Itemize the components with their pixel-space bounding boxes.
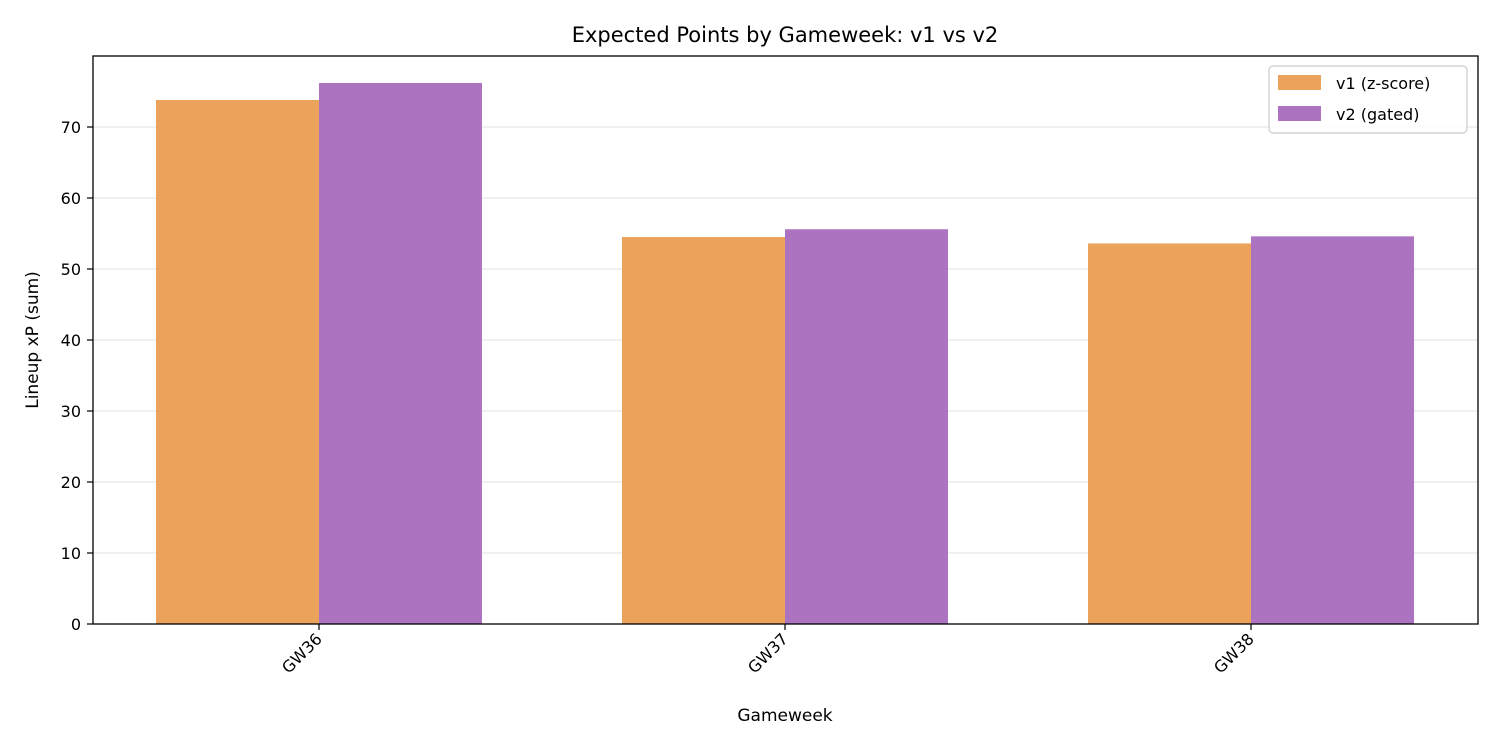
bar-v2-gw38: [1251, 236, 1414, 624]
bar-v2-gw36: [319, 82, 482, 625]
chart-title: Expected Points by Gameweek: v1 vs v2: [572, 23, 999, 47]
y-tick-label: 30: [61, 402, 81, 421]
y-axis: 0 10 20 30 40 50 60 70: [61, 118, 93, 634]
y-tick-label: 50: [61, 260, 81, 279]
legend-swatch-v2: [1278, 106, 1321, 121]
bars: [156, 82, 1414, 625]
x-axis-label: Gameweek: [737, 706, 832, 726]
bar-v1-gw36: [156, 100, 319, 624]
x-tick-label: GW38: [1210, 629, 1258, 677]
legend: v1 (z-score) v2 (gated): [1268, 65, 1468, 134]
legend-swatch-v1: [1278, 75, 1321, 90]
y-tick-label: 40: [61, 331, 81, 350]
x-axis: GW36 GW37 GW38: [278, 624, 1258, 677]
bar-v1-gw38: [1088, 243, 1251, 624]
legend-label-v2: v2 (gated): [1336, 105, 1419, 124]
y-tick-label: 0: [71, 615, 81, 634]
bar-v2-gw37: [785, 229, 948, 625]
y-tick-label: 10: [61, 544, 81, 563]
legend-label-v1: v1 (z-score): [1336, 74, 1430, 93]
y-tick-label: 60: [61, 189, 81, 208]
x-tick-label: GW37: [744, 629, 792, 677]
x-tick-label: GW36: [278, 629, 326, 677]
bar-v1-gw37: [622, 237, 785, 625]
y-tick-label: 20: [61, 473, 81, 492]
y-tick-label: 70: [61, 118, 81, 137]
y-axis-label: Lineup xP (sum): [23, 271, 43, 409]
